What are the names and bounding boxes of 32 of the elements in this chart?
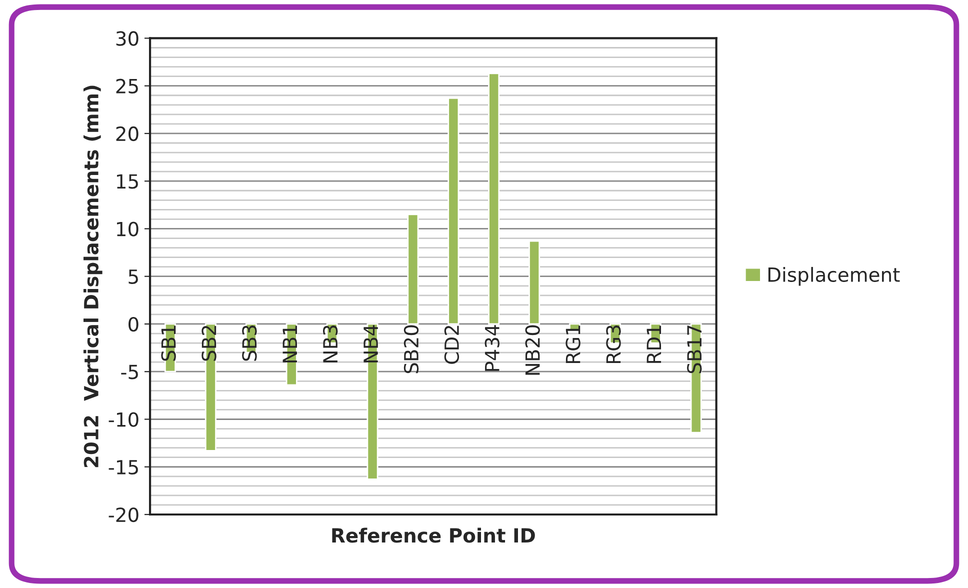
x-tick-label: SB2 — [202, 326, 216, 361]
y-tick-label: 25 — [116, 78, 138, 94]
bar — [528, 240, 540, 325]
y-tick-label: -15 — [108, 460, 138, 475]
bar — [407, 214, 419, 325]
x-tick-label: RG3 — [606, 326, 621, 364]
x-tick-label: NB1 — [282, 326, 297, 362]
x-tick-label: RG1 — [566, 326, 580, 364]
x-tick-label: SB20 — [404, 325, 419, 374]
x-tick-label: CD2 — [444, 326, 460, 364]
y-axis-title: 2012 Vertical Displacements (mm) — [83, 86, 102, 468]
x-tick-label: NB3 — [322, 326, 338, 362]
bar — [488, 72, 500, 325]
y-tick-label: 20 — [116, 126, 138, 142]
x-tick-label: P434 — [484, 325, 500, 371]
y-tick-label: 30 — [116, 31, 138, 46]
y-tick-label: -10 — [108, 412, 138, 427]
y-tick-label: 15 — [117, 174, 138, 189]
x-tick-label: NB20 — [525, 325, 540, 375]
y-tick-label: 0 — [128, 316, 138, 332]
x-tick-label: NB4 — [364, 325, 378, 362]
x-tick-label: SB3 — [242, 326, 257, 361]
x-tick-label: RD1 — [646, 326, 662, 363]
x-axis-title: Reference Point ID — [332, 528, 535, 543]
x-tick-label: SB1 — [161, 326, 176, 361]
bar — [448, 98, 460, 325]
y-tick-label: 5 — [128, 270, 138, 284]
legend-label: Displacement — [768, 266, 900, 286]
y-tick-label: -5 — [121, 364, 138, 380]
y-tick-label: -20 — [108, 507, 138, 522]
x-tick-label: SB17 — [687, 326, 702, 374]
y-tick-label: 10 — [117, 222, 138, 236]
